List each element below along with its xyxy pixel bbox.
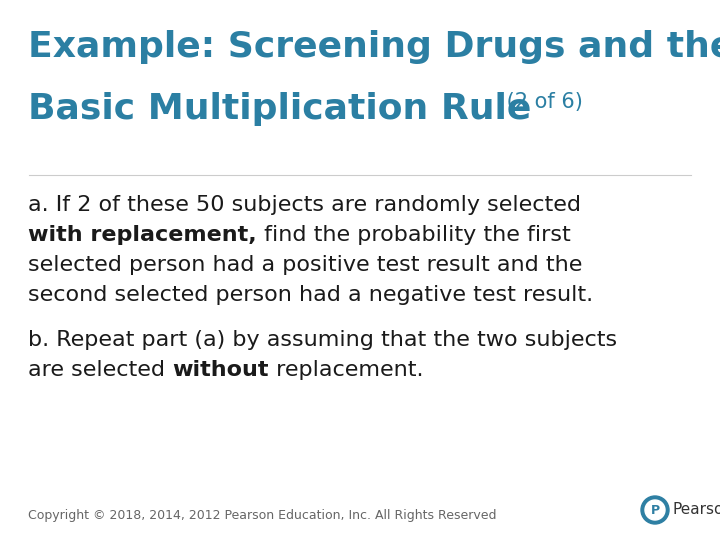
Text: without: without: [172, 360, 269, 380]
Circle shape: [645, 500, 665, 520]
Circle shape: [641, 496, 669, 524]
Text: Example: Screening Drugs and the: Example: Screening Drugs and the: [28, 30, 720, 64]
Text: b. Repeat part (a) by assuming that the two subjects: b. Repeat part (a) by assuming that the …: [28, 330, 617, 350]
Text: with replacement,: with replacement,: [28, 225, 256, 245]
Text: replacement.: replacement.: [269, 360, 423, 380]
Text: Basic Multiplication Rule: Basic Multiplication Rule: [28, 92, 531, 126]
Text: Pearson: Pearson: [673, 503, 720, 517]
Text: second selected person had a negative test result.: second selected person had a negative te…: [28, 285, 593, 305]
Text: selected person had a positive test result and the: selected person had a positive test resu…: [28, 255, 582, 275]
Text: find the probability the first: find the probability the first: [256, 225, 570, 245]
Text: (2 of 6): (2 of 6): [500, 92, 583, 112]
Text: Copyright © 2018, 2014, 2012 Pearson Education, Inc. All Rights Reserved: Copyright © 2018, 2014, 2012 Pearson Edu…: [28, 509, 497, 522]
Text: P: P: [650, 503, 660, 516]
Text: a. If 2 of these 50 subjects are randomly selected: a. If 2 of these 50 subjects are randoml…: [28, 195, 581, 215]
Text: are selected: are selected: [28, 360, 172, 380]
